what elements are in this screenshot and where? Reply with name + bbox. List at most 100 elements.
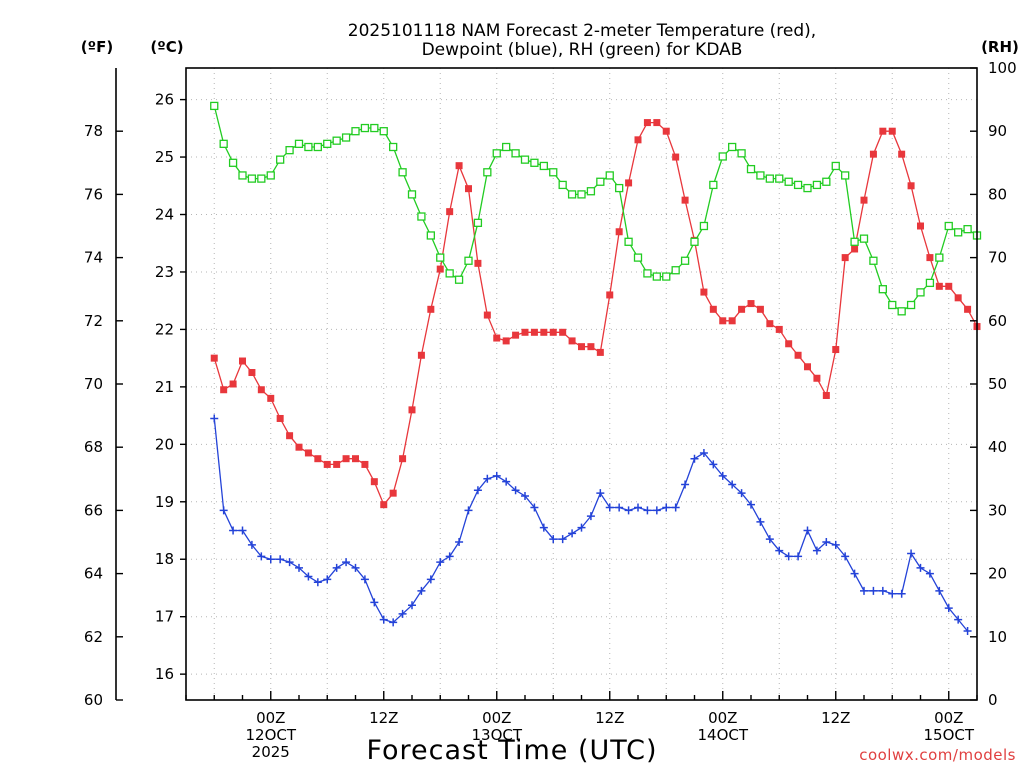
dewpoint-point [803, 526, 812, 535]
rh-point [699, 221, 709, 231]
dewpoint-point [586, 512, 595, 521]
rh-point [238, 171, 247, 180]
temperature-point [643, 119, 651, 127]
rh-point [624, 237, 633, 246]
rh-point [247, 174, 257, 183]
x-tick-label: 00Z [256, 709, 285, 727]
dewpoint-point [822, 538, 831, 546]
rh-point [502, 142, 511, 152]
temperature-point [465, 185, 472, 193]
rh-tick-label: 20 [988, 565, 1007, 583]
rh-point [558, 180, 567, 190]
temperature-point [775, 325, 783, 333]
rh-point [878, 285, 887, 294]
rh-point [906, 300, 916, 310]
rh-point [360, 123, 370, 133]
dewpoint-point [897, 589, 906, 598]
fahrenheit-unit-label: (ºF) [81, 38, 113, 56]
temperature-point [954, 294, 962, 302]
rh-point [407, 190, 417, 199]
dewpoint-point [784, 552, 793, 561]
x-tick-label: 00Z [934, 709, 963, 727]
rh-point [549, 168, 558, 177]
dewpoint-point [634, 503, 642, 512]
rh-point [511, 149, 520, 158]
dewpoint-point [765, 535, 774, 544]
rh-point [473, 218, 483, 227]
dewpoint-point [916, 563, 925, 572]
temperature-point [653, 119, 661, 127]
temperature-point [625, 179, 633, 187]
plot-frame [185, 67, 978, 701]
rh-point [539, 161, 548, 171]
x-tick-label: 00Z [708, 709, 737, 727]
dewpoint-point [681, 480, 690, 489]
rh-point [963, 225, 972, 234]
temperature-point [267, 394, 275, 402]
dewpoint-point [794, 552, 803, 561]
rh-point [492, 149, 501, 158]
rh-point [454, 275, 464, 284]
dewpoint-point [342, 558, 351, 567]
dewpoint-point [229, 526, 238, 535]
x-tick-label: 12OCT [245, 726, 296, 744]
dewpoint-point [483, 474, 492, 483]
rh-point [567, 190, 577, 199]
rh-point [426, 231, 435, 240]
temperature-point [606, 291, 614, 299]
temperature-point [964, 305, 972, 313]
temperature-point [568, 337, 576, 345]
source-credit: coolwx.com/models [859, 746, 1016, 764]
temperature-point [738, 305, 746, 313]
dewpoint-point [445, 552, 454, 561]
x-tick-label: 12Z [821, 709, 850, 727]
rh-point [276, 155, 285, 164]
temperature-point [530, 328, 538, 336]
temperature-point [276, 414, 284, 422]
celsius-tick-label: 17 [155, 608, 174, 626]
dewpoint-point [963, 627, 972, 636]
rh-point [530, 158, 539, 167]
temperature-point [756, 305, 764, 313]
celsius-tick-label: 18 [155, 550, 174, 568]
fahrenheit-tick-label: 72 [84, 312, 103, 330]
temperature-point [483, 311, 491, 319]
rh-point [294, 139, 304, 148]
dewpoint-point [408, 601, 416, 610]
grid-lines [186, 68, 977, 700]
rh-point [586, 187, 596, 196]
tick-labels: 60 62 64 66 68 70 72 74 76 78 16 17 18 19 20 21 22 23 24 25… [84, 59, 1017, 761]
temperature-point [502, 337, 510, 345]
dewpoint-point [690, 454, 699, 463]
x-axis-title: Forecast Time (UTC) [366, 735, 657, 766]
rh-point [944, 221, 953, 231]
x-tick-label: 12Z [369, 709, 398, 727]
celsius-unit-label: (ºC) [150, 38, 183, 56]
rh-point [605, 171, 614, 180]
dewpoint-point [860, 586, 868, 595]
temperature-point [210, 354, 218, 362]
dewpoint-point [775, 546, 784, 555]
temperature-point [709, 305, 717, 313]
temperature-point [672, 153, 680, 161]
rh-point [869, 256, 878, 265]
dewpoint-point [841, 552, 850, 561]
rh-point [652, 272, 661, 281]
temperature-point [493, 334, 501, 342]
dewpoint-point [737, 489, 746, 498]
dewpoint-point [417, 586, 426, 595]
temperature-point [229, 380, 237, 388]
temperature-point [728, 317, 736, 325]
dewpoint-point [351, 563, 360, 572]
temperature-point [719, 317, 727, 325]
rh-point [850, 237, 859, 246]
temperature-point [549, 328, 557, 336]
temperature-point [926, 254, 934, 262]
temperature-point [804, 363, 811, 371]
temperature-point [869, 150, 877, 158]
rh-point [916, 288, 925, 297]
temperature-point [342, 455, 350, 463]
fahrenheit-tick-label: 60 [84, 691, 103, 709]
temperature-point [380, 501, 388, 509]
